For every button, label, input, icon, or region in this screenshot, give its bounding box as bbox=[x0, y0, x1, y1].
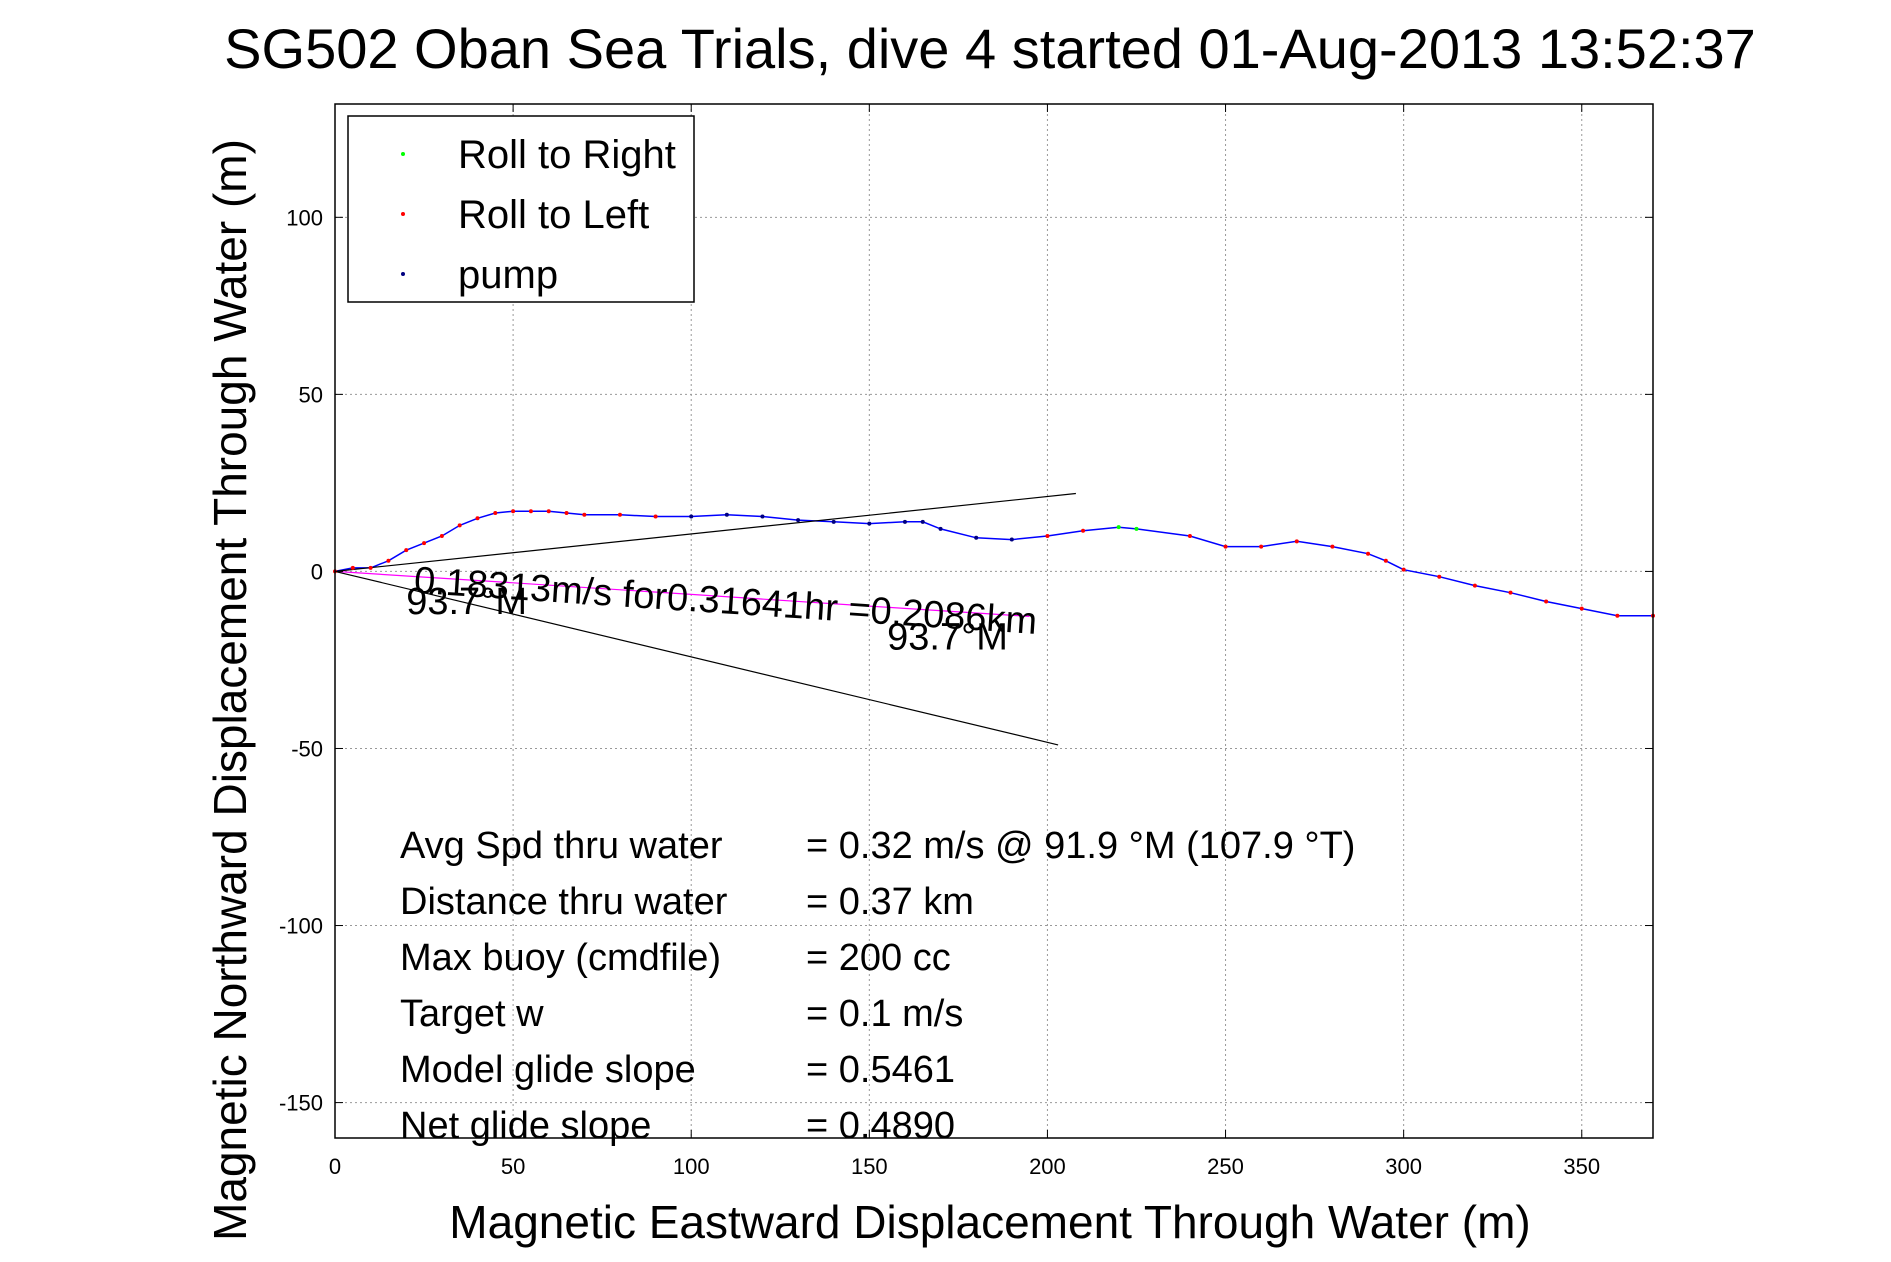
legend-marker bbox=[401, 272, 405, 276]
y-tick-label: 0 bbox=[311, 559, 323, 584]
x-tick-label: 0 bbox=[329, 1154, 341, 1179]
data-point bbox=[564, 510, 569, 515]
data-point bbox=[1401, 567, 1406, 572]
data-point bbox=[689, 514, 694, 519]
stats-block: Avg Spd thru water = 0.32 m/s @ 91.9 °M (… bbox=[400, 825, 1355, 1147]
stat-value: = 0.1 m/s bbox=[806, 993, 963, 1035]
data-point bbox=[1366, 551, 1371, 556]
stat-label: Model glide slope bbox=[400, 1049, 696, 1091]
plot-frame bbox=[334, 103, 1654, 1139]
legend: Roll to Right Roll to Left pump bbox=[347, 115, 695, 303]
data-point bbox=[831, 519, 836, 524]
x-tick-label: 150 bbox=[851, 1154, 888, 1179]
data-point bbox=[867, 521, 872, 526]
y-axis-label: Magnetic Northward Displacement Through … bbox=[204, 139, 256, 1241]
data-point bbox=[1134, 526, 1139, 531]
x-axis-label: Magnetic Eastward Displacement Through W… bbox=[449, 1196, 1530, 1248]
data-point bbox=[920, 519, 925, 524]
stat-label: Target w bbox=[400, 993, 544, 1035]
series-line bbox=[334, 570, 1059, 746]
legend-marker bbox=[401, 152, 405, 156]
data-point bbox=[902, 519, 907, 524]
data-point bbox=[1259, 544, 1264, 549]
x-tick-label: 50 bbox=[501, 1154, 525, 1179]
stat-label: Net glide slope bbox=[400, 1105, 651, 1147]
y-axis-ticks: -150 -100 -50 0 50 100 bbox=[279, 205, 1653, 1116]
y-tick-label: -100 bbox=[279, 914, 323, 939]
data-point bbox=[422, 541, 427, 546]
stat-value: = 200 cc bbox=[806, 937, 951, 979]
stat-value: = 0.5461 bbox=[806, 1049, 955, 1091]
data-point bbox=[1330, 544, 1335, 549]
x-tick-label: 350 bbox=[1563, 1154, 1600, 1179]
plot-marks bbox=[333, 492, 1655, 746]
data-point bbox=[1045, 534, 1050, 539]
grid bbox=[335, 104, 1653, 1138]
data-point bbox=[653, 514, 658, 519]
legend-entry: Roll to Left bbox=[458, 193, 649, 237]
data-point bbox=[1437, 574, 1442, 579]
y-tick-label: -50 bbox=[291, 736, 323, 761]
data-point bbox=[457, 523, 462, 528]
stat-value: = 0.32 m/s @ 91.9 °M (107.9 °T) bbox=[806, 825, 1355, 867]
data-point bbox=[439, 534, 444, 539]
stat-label: Avg Spd thru water bbox=[400, 825, 723, 867]
data-point bbox=[1544, 599, 1549, 604]
x-tick-label: 250 bbox=[1207, 1154, 1244, 1179]
data-point bbox=[1508, 590, 1513, 595]
data-point bbox=[796, 518, 801, 523]
data-point bbox=[1294, 539, 1299, 544]
data-point bbox=[493, 510, 498, 515]
y-tick-label: 50 bbox=[299, 382, 323, 407]
data-point bbox=[404, 548, 409, 553]
data-point bbox=[938, 526, 943, 531]
data-point bbox=[974, 535, 979, 540]
data-point bbox=[1472, 583, 1477, 588]
stat-value: = 0.37 km bbox=[806, 881, 974, 923]
x-tick-label: 100 bbox=[673, 1154, 710, 1179]
data-point bbox=[511, 509, 516, 514]
data-point bbox=[546, 509, 551, 514]
x-tick-label: 200 bbox=[1029, 1154, 1066, 1179]
data-point bbox=[1579, 606, 1584, 611]
data-point bbox=[1081, 528, 1086, 533]
series-line bbox=[334, 570, 1030, 617]
data-point bbox=[724, 512, 729, 517]
annotation-label: 93.7°M bbox=[406, 581, 527, 623]
data-point bbox=[350, 565, 355, 570]
annotation-label: 93.7°M bbox=[887, 616, 1008, 658]
data-point bbox=[582, 512, 587, 517]
data-point bbox=[1116, 525, 1121, 530]
chart-title: SG502 Oban Sea Trials, dive 4 started 01… bbox=[224, 17, 1756, 80]
legend-entry: Roll to Right bbox=[458, 133, 676, 177]
x-tick-label: 300 bbox=[1385, 1154, 1422, 1179]
legend-entry: pump bbox=[458, 253, 558, 297]
data-point bbox=[1187, 534, 1192, 539]
data-point bbox=[1009, 537, 1014, 542]
data-point bbox=[368, 565, 373, 570]
series-line bbox=[334, 492, 1076, 572]
data-point bbox=[617, 512, 622, 517]
stat-value: = 0.4890 bbox=[806, 1105, 955, 1147]
data-point bbox=[528, 509, 533, 514]
x-axis-ticks: 0 50 100 150 200 250 300 350 bbox=[329, 104, 1600, 1179]
y-tick-label: 100 bbox=[286, 205, 323, 230]
stat-label: Max buoy (cmdfile) bbox=[400, 937, 721, 979]
legend-marker bbox=[401, 212, 405, 216]
data-point bbox=[475, 516, 480, 521]
stat-label: Distance thru water bbox=[400, 881, 728, 923]
y-tick-label: -150 bbox=[279, 1091, 323, 1116]
data-point bbox=[760, 514, 765, 519]
data-point bbox=[386, 558, 391, 563]
legend-box bbox=[347, 115, 695, 303]
data-point bbox=[1223, 544, 1228, 549]
data-point bbox=[1383, 558, 1388, 563]
data-point bbox=[1615, 613, 1620, 618]
